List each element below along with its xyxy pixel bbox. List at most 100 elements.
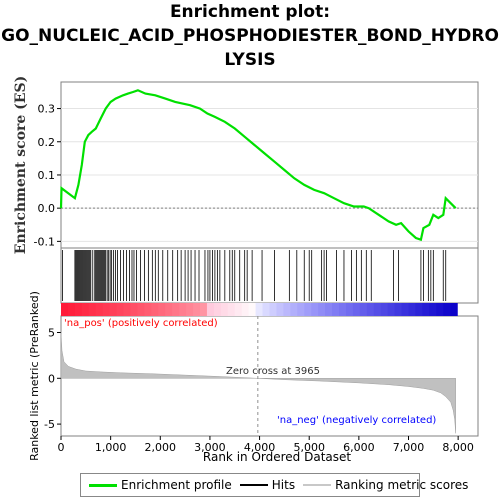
negative-correlation-label: 'na_neg' (negatively correlated)	[277, 415, 436, 426]
es-y-tick-label: 0.0	[38, 202, 56, 215]
color-bar-cell	[241, 303, 250, 316]
color-bar-cell	[283, 303, 291, 316]
legend-hits: Hits	[239, 478, 296, 492]
title-line-1: Enrichment plot:	[169, 2, 331, 22]
color-bar-cell	[186, 303, 194, 316]
es-panel-frame	[60, 81, 479, 249]
legend-ranking-label: Ranking metric scores	[335, 478, 469, 492]
legend-enrichment-label: Enrichment profile	[121, 478, 232, 492]
es-y-tick-label: 0.2	[38, 136, 56, 149]
color-bar-cell	[74, 303, 83, 316]
color-bar-cell	[297, 303, 305, 316]
color-bar-cell	[213, 303, 222, 316]
es-y-axis-title: Enrichment score (ES)	[13, 76, 29, 254]
color-bar-cell	[172, 303, 180, 316]
title-line-3: LYSIS	[224, 50, 276, 70]
color-bar-cell	[429, 303, 437, 316]
color-bar-cell	[61, 303, 69, 316]
color-bar-cell	[81, 303, 90, 316]
legend-ranking-swatch	[303, 484, 332, 486]
color-bar-cell	[269, 303, 278, 316]
color-bar-cell	[339, 303, 347, 316]
color-bar-cell	[394, 303, 403, 316]
color-bar-cell	[311, 303, 319, 316]
color-bar-cell	[443, 303, 451, 316]
color-bar-cell	[179, 303, 187, 316]
color-bar-cell	[151, 303, 159, 316]
enrichment-chart: -0.10.00.10.20.3 -505 Zero cross at 3965…	[13, 76, 479, 464]
color-bar-cell	[436, 303, 444, 316]
color-bar-cell	[102, 303, 111, 316]
color-bar-cell	[332, 303, 340, 316]
color-bar-cell	[158, 303, 166, 316]
hits-panel-frame	[60, 247, 479, 304]
x-tick-label: 6,000	[343, 441, 375, 454]
color-bar-cell	[262, 303, 271, 316]
ranking-y-axis-title: Ranked list metric (PreRanked)	[28, 291, 41, 461]
x-tick-label: 5,000	[293, 441, 325, 454]
legend-hits-label: Hits	[271, 478, 296, 492]
color-bar-cell	[227, 303, 236, 316]
color-bar-cell	[290, 303, 298, 316]
x-axis: 0 1,000 2,000 3,000 4,000 5,000 6,000 7,000 8,00…	[58, 436, 474, 454]
color-bar-cell	[359, 303, 368, 316]
color-bar-cell	[304, 303, 312, 316]
color-bar-cell	[415, 303, 423, 316]
color-bar-cell	[352, 303, 361, 316]
positive-correlation-label: 'na_pos' (positively correlated)	[64, 318, 218, 329]
color-bar-cell	[422, 303, 430, 316]
es-y-tick-label: 0.1	[38, 169, 56, 182]
color-bar-cell	[408, 303, 417, 316]
x-tick-label: 8,000	[442, 441, 474, 454]
chart-title: Enrichment plot: GO_NUCLEIC_ACID_PHOSPHO…	[0, 0, 500, 72]
legend: Enrichment profile Hits Ranking metric s…	[80, 473, 468, 497]
legend-hits-swatch	[239, 484, 268, 486]
title-line-2: GO_NUCLEIC_ACID_PHOSPHODIESTER_BOND_HYDR…	[1, 26, 499, 46]
color-bar-cell	[255, 303, 264, 316]
hit-markers	[62, 250, 447, 301]
color-bar-cell	[401, 303, 410, 316]
x-tick-label: 1,000	[95, 441, 127, 454]
x-tick-label: 7,000	[393, 441, 425, 454]
color-bar-cell	[248, 303, 257, 316]
color-bar-cell	[95, 303, 104, 316]
color-bar-cell	[88, 303, 97, 316]
ranking-y-axis: -5 0 5	[44, 326, 61, 431]
color-bar-cell	[325, 303, 333, 316]
color-bar-cell	[206, 303, 215, 316]
x-tick-label: 4,000	[244, 441, 276, 454]
ranking-y-tick-label: 5	[48, 326, 55, 339]
es-gridlines	[61, 108, 478, 242]
color-bar-cell	[165, 303, 173, 316]
color-bar-cell	[220, 303, 229, 316]
ranking-y-tick-label: 0	[48, 372, 55, 385]
es-y-axis: -0.1 0.0 0.1 0.2 0.3	[34, 103, 61, 248]
color-bar-cell	[276, 303, 284, 316]
color-bar-cell	[234, 303, 243, 316]
zero-cross-label: Zero cross at 3965	[226, 366, 320, 377]
color-bar-cell	[387, 303, 396, 316]
es-y-tick-label: 0.3	[38, 103, 56, 116]
color-bar-cell	[200, 303, 208, 316]
color-bar-cell	[109, 303, 118, 316]
color-bar-cell	[380, 303, 389, 316]
color-bar-cell	[366, 303, 375, 316]
color-bar-cell	[123, 303, 132, 316]
legend-ranking: Ranking metric scores	[303, 478, 468, 492]
color-bar-cell	[373, 303, 382, 316]
color-bar-cell	[116, 303, 125, 316]
x-tick-label: 0	[58, 441, 65, 454]
legend-enrichment-swatch	[89, 483, 117, 487]
color-bar-cell	[130, 303, 139, 316]
color-bar-cell	[318, 303, 326, 316]
color-bar-cell	[193, 303, 201, 316]
enrichment-profile-line	[59, 89, 457, 242]
color-bar-cell	[67, 303, 76, 316]
x-axis-title: Rank in Ordered Dataset	[203, 450, 351, 464]
color-bar-cell	[144, 303, 152, 316]
x-tick-label: 3,000	[194, 441, 226, 454]
color-bar-cell	[450, 303, 458, 316]
ranking-color-bar	[61, 303, 458, 316]
legend-enrichment: Enrichment profile	[89, 478, 232, 492]
ranking-metric-area	[60, 332, 456, 434]
